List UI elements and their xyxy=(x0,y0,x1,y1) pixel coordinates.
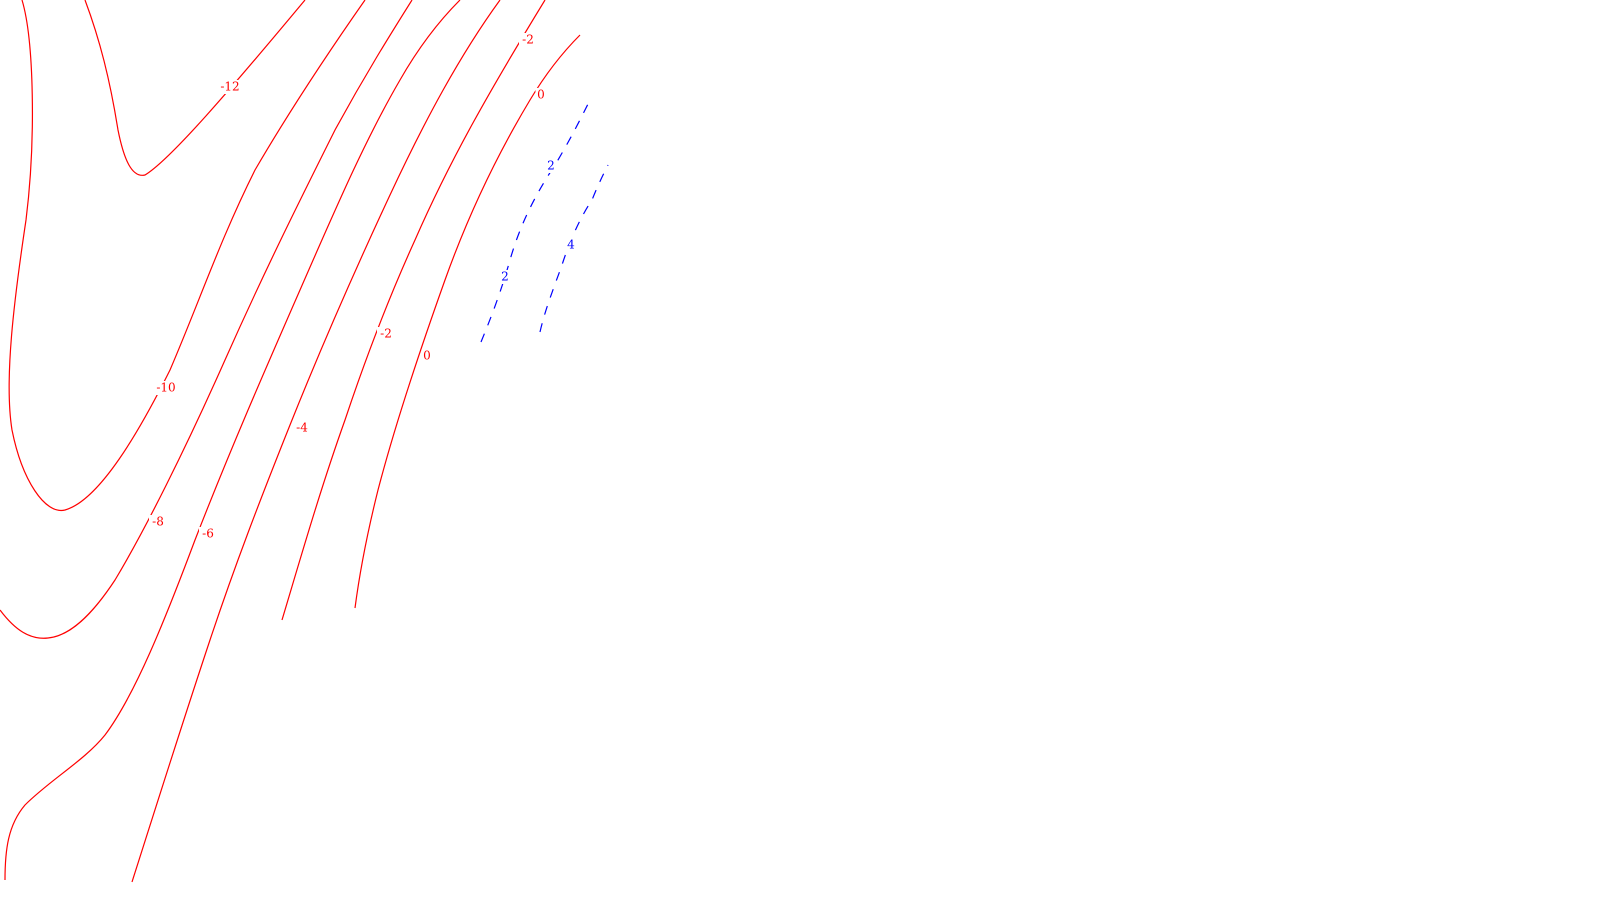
contour-label-gap xyxy=(377,327,395,341)
contour-label: -4 xyxy=(296,421,308,435)
contour-line-level-neg8-2 xyxy=(0,0,413,639)
contour-label-gap xyxy=(565,238,577,252)
contour-line-level-neg4-4 xyxy=(131,0,501,883)
contour-label: 4 xyxy=(567,238,575,252)
contour-label-gap xyxy=(153,381,179,395)
contour-label-gap xyxy=(499,270,511,284)
contour-label: -6 xyxy=(202,527,214,541)
contour-line-level-0-6 xyxy=(354,34,581,609)
contour-label: 2 xyxy=(501,270,509,284)
contour-label: 2 xyxy=(547,159,555,173)
contour-label: -2 xyxy=(522,33,534,47)
contour-label: -2 xyxy=(380,327,392,341)
contour-line-level-2-7 xyxy=(480,99,591,343)
contour-label-gap xyxy=(421,349,433,363)
contour-label: 0 xyxy=(423,349,431,363)
contour-label-gap xyxy=(149,515,167,529)
contour-label-gap xyxy=(199,527,217,541)
contour-label: -10 xyxy=(156,381,175,395)
contour-line-level-neg6-3 xyxy=(4,0,461,881)
contour-label-gap xyxy=(293,421,311,435)
contour-label-gap xyxy=(217,80,243,94)
contour-label-gap xyxy=(545,159,557,173)
contour-label-gap xyxy=(535,88,547,102)
contour-label: -12 xyxy=(220,80,239,94)
contour-label: 0 xyxy=(537,88,545,102)
contour-label-gap xyxy=(519,33,537,47)
contour-line-level-neg2-5 xyxy=(281,0,546,621)
contour-line-level-neg12-0 xyxy=(84,0,306,176)
contour-line-level-neg10-1 xyxy=(8,0,366,511)
contour-label: -8 xyxy=(152,515,164,529)
